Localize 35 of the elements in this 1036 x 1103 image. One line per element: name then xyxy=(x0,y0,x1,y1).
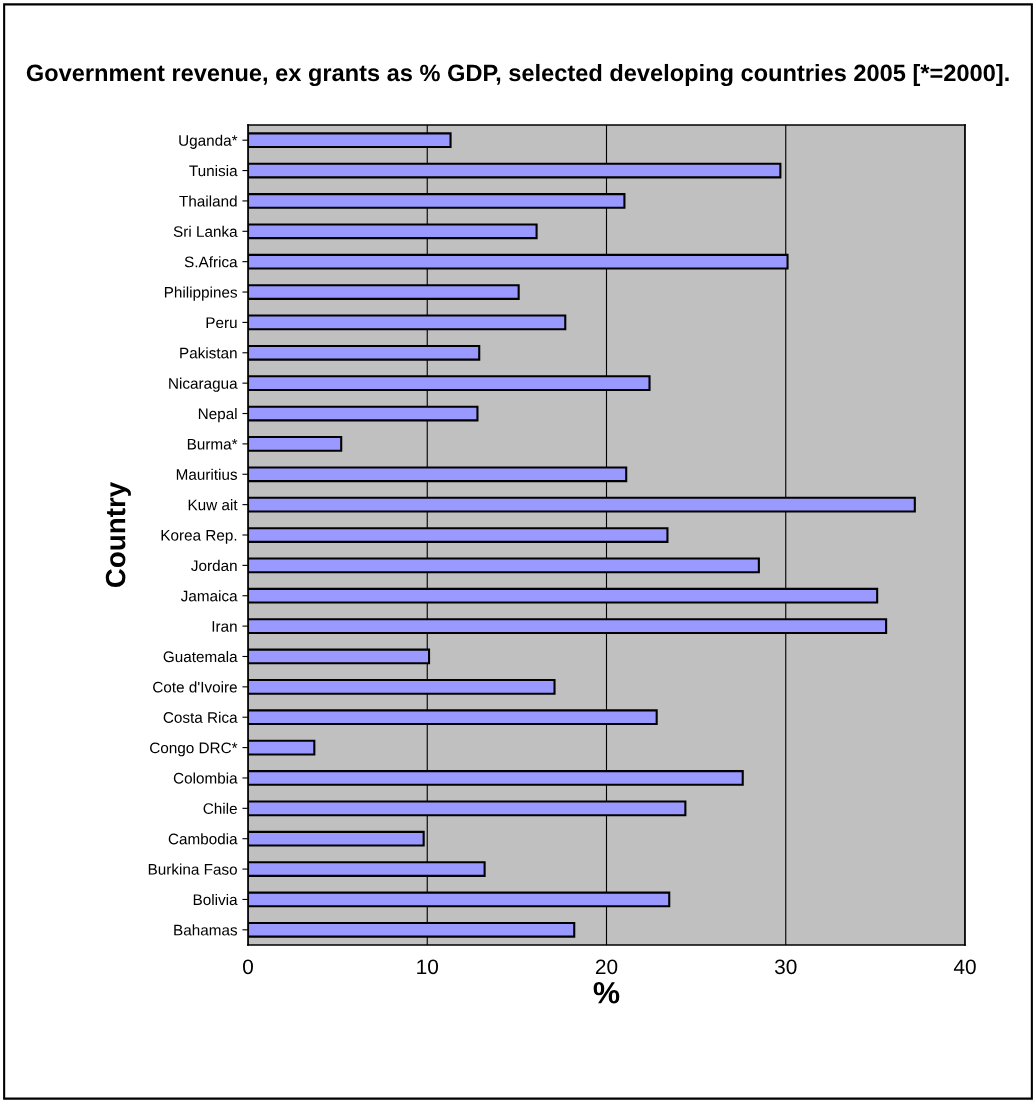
y-tick-label: Burma* xyxy=(187,438,238,450)
x-tick-label: 40 xyxy=(953,959,976,975)
chart-title: Government revenue, ex grants as % GDP, selected developing countries 2005 [*=2000]. xyxy=(26,63,1009,87)
y-tick-label: Jamaica xyxy=(180,590,238,602)
y-tick-label: Jordan xyxy=(191,559,237,572)
y-tick-label: Iran xyxy=(212,621,237,632)
y-tick-label: Congo DRC* xyxy=(150,742,238,757)
y-tick-label: Korea Rep. xyxy=(161,530,237,544)
y-tick-label: Colombia xyxy=(173,772,238,784)
y-tick-label: Tunisia xyxy=(189,165,238,177)
y-tick-label: Chile xyxy=(203,802,237,815)
y-tick-label: Bolivia xyxy=(193,893,238,906)
y-tick-label: Uganda* xyxy=(179,134,238,149)
y-tick-label: Costa Rica xyxy=(163,711,238,723)
y-tick-label: Guatemala xyxy=(163,650,238,663)
y-tick-label: S.Africa xyxy=(184,256,238,268)
y-tick-label: Cambodia xyxy=(168,833,238,845)
y-tick-label: Peru xyxy=(206,317,237,329)
y-tick-label: Cote d'Ivoire xyxy=(153,681,237,693)
x-tick-label: 30 xyxy=(774,959,797,975)
y-tick-label: Pakistan xyxy=(180,347,237,359)
y-tick-label: Mauritius xyxy=(176,468,238,480)
y-tick-label: Thailand xyxy=(179,195,237,207)
x-axis-title: % xyxy=(593,981,620,1004)
y-tick-label: Burkina Faso xyxy=(148,863,237,875)
x-tick-label: 10 xyxy=(417,959,439,975)
y-tick-label: Nicaragua xyxy=(169,377,238,392)
x-tick-label: 20 xyxy=(595,959,618,975)
y-axis-title: Country xyxy=(105,481,131,588)
y-tick-label: Kuw ait xyxy=(188,499,238,511)
y-tick-label: Sri Lanka xyxy=(173,225,238,237)
y-tick-label: Bahamas xyxy=(174,924,238,936)
y-tick-label: Nepal xyxy=(198,407,237,423)
y-tick-label: Philippines xyxy=(164,286,238,301)
x-tick-label: 0 xyxy=(243,959,253,975)
